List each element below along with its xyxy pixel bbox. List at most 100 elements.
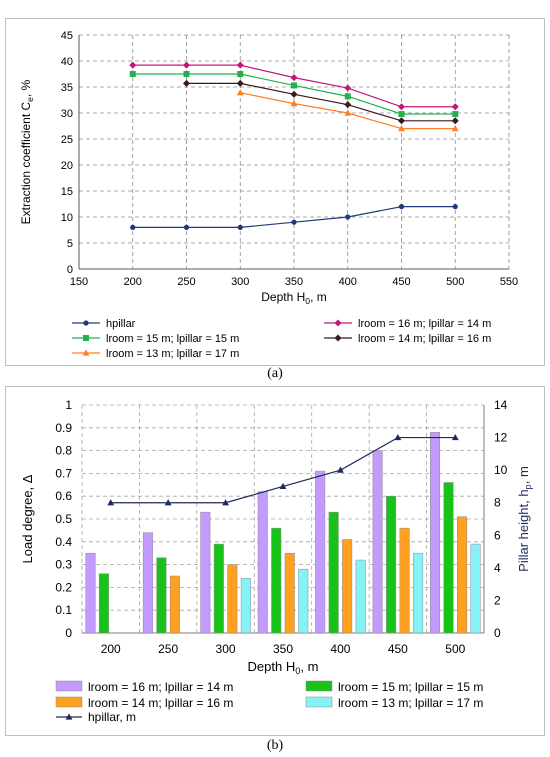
data-point <box>164 499 172 506</box>
x-tick-label: 350 <box>285 276 303 288</box>
gridlines <box>81 404 485 633</box>
data-point <box>398 103 405 111</box>
data-point <box>236 89 244 96</box>
bar <box>142 532 153 634</box>
series-line <box>130 204 458 230</box>
legend: lroom = 16 m; lpillar = 14 m lroom = 15 m… <box>55 680 483 724</box>
bar <box>328 511 339 634</box>
series-line <box>129 61 459 111</box>
y2-tick-label: 4 <box>494 561 501 575</box>
bar <box>240 578 251 634</box>
x-tick-label: 200 <box>124 276 142 288</box>
bar <box>315 470 326 634</box>
x-tick-label: 300 <box>216 642 236 656</box>
data-point <box>183 79 190 87</box>
legend-label: lroom = 13 m; lpillar = 17 m <box>106 348 239 360</box>
bar <box>98 573 109 634</box>
data-point <box>337 466 344 473</box>
y2-tick-label: 0 <box>494 626 501 640</box>
y-tick-label: 35 <box>61 82 73 94</box>
bar <box>85 552 96 634</box>
x-tick-label: 450 <box>392 276 410 288</box>
bar <box>257 491 268 634</box>
y-tick-label: 0.5 <box>55 512 72 526</box>
legend-label: lroom = 16 m; lpillar = 14 m <box>358 318 491 330</box>
data-point <box>290 90 298 98</box>
legend-swatch <box>305 680 333 692</box>
y-tick-label: 30 <box>61 108 73 120</box>
x-tick-label: 300 <box>231 276 249 288</box>
bar <box>213 543 224 634</box>
bar <box>156 557 167 634</box>
y2-tick-label: 8 <box>494 496 501 510</box>
y2-tick-label: 10 <box>494 463 508 477</box>
bar <box>399 527 410 634</box>
data-point <box>451 125 459 132</box>
bar <box>413 552 424 634</box>
line-series <box>107 433 459 506</box>
bar <box>443 482 454 634</box>
caption-a: (a) <box>267 366 283 381</box>
extraction-coefficient-chart: 0 5 10 15 20 25 30 35 40 45 150 200 250 300 350 400 450 5… <box>19 30 518 360</box>
bar-series <box>169 516 468 634</box>
legend-label: hpillar <box>106 318 136 330</box>
bar <box>284 552 295 634</box>
bar <box>298 568 309 634</box>
x-tick-label: 550 <box>500 276 518 288</box>
bar <box>355 559 366 634</box>
legend-item: lroom = 15 m; lpillar = 15 m <box>72 333 239 345</box>
y-tick-label: 0 <box>67 264 73 276</box>
data-point <box>394 433 402 441</box>
bar-series <box>98 482 454 634</box>
bar <box>342 539 353 634</box>
y2-tick-label: 14 <box>494 398 508 412</box>
legend-marker <box>65 713 73 720</box>
y-tick-label: 0.3 <box>55 558 72 572</box>
legend-item: lroom = 15 m; lpillar = 15 m <box>305 680 483 694</box>
chart-panel-a: 0 5 10 15 20 25 30 35 40 45 150 200 250 300 350 400 450 5… <box>5 18 545 366</box>
bar <box>457 516 468 634</box>
legend: hpillar lroom = 16 m; lpillar = 14 m lroom… <box>72 318 491 360</box>
y-tick-label: 15 <box>61 186 73 198</box>
x-axis-label: Depth H0, m <box>248 659 319 676</box>
y-tick-label: 0.7 <box>55 466 72 480</box>
data-point <box>130 224 136 230</box>
bar-series <box>240 543 481 634</box>
data-point <box>345 214 351 220</box>
x-tick-label: 200 <box>101 642 121 656</box>
data-point <box>183 71 190 77</box>
legend-marker <box>83 335 89 341</box>
series-line <box>129 71 459 118</box>
y-tick-label: 0.9 <box>55 421 72 435</box>
data-point <box>344 109 352 116</box>
y-tick-label: 0.8 <box>55 444 72 458</box>
legend-label: lroom = 15 m; lpillar = 15 m <box>106 333 239 345</box>
legend-marker <box>82 349 90 356</box>
y-tick-label: 0.4 <box>55 535 72 549</box>
data-point <box>237 71 244 77</box>
y-tick-label: 45 <box>61 30 73 42</box>
data-point <box>237 224 243 230</box>
legend-label: lroom = 15 m; lpillar = 15 m <box>338 680 483 694</box>
x-tick-label: 500 <box>445 642 465 656</box>
y-tick-label: 40 <box>61 56 73 68</box>
y-tick-label: 0.1 <box>55 603 72 617</box>
data-point <box>398 111 405 118</box>
bar <box>227 564 238 634</box>
series-path <box>110 436 456 504</box>
data-point <box>452 204 458 210</box>
x-tick-label: 450 <box>388 642 408 656</box>
data-point <box>129 61 137 69</box>
data-point <box>183 224 190 230</box>
bar <box>271 527 282 634</box>
y2-tick-label: 12 <box>494 431 508 445</box>
legend-swatch <box>55 696 83 708</box>
data-point <box>398 117 405 125</box>
bar <box>386 495 397 634</box>
y2-tick-label: 6 <box>494 528 501 542</box>
bar <box>470 543 481 634</box>
legend-label: lroom = 16 m; lpillar = 14 m <box>88 680 233 694</box>
data-point <box>398 204 405 210</box>
y-tick-label: 20 <box>61 160 73 172</box>
data-point <box>344 84 352 92</box>
